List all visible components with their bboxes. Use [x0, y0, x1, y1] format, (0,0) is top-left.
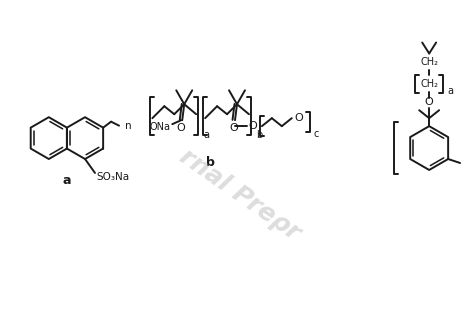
Text: c: c	[314, 129, 319, 139]
Text: rnal Preρr: rnal Preρr	[175, 144, 305, 245]
Text: O: O	[248, 121, 257, 131]
Text: ONa: ONa	[150, 122, 171, 132]
Text: a: a	[447, 86, 453, 96]
Text: b: b	[256, 130, 262, 140]
Text: CH₂: CH₂	[420, 57, 438, 67]
Text: O: O	[294, 113, 303, 123]
Text: O: O	[177, 123, 186, 133]
Text: SO₃Na: SO₃Na	[96, 172, 129, 182]
Text: O: O	[425, 97, 434, 107]
Text: n: n	[125, 121, 132, 131]
Text: O: O	[229, 123, 238, 133]
Text: a: a	[63, 175, 71, 187]
Text: CH₂: CH₂	[420, 79, 438, 89]
Text: b: b	[206, 156, 215, 169]
Text: a: a	[203, 130, 209, 140]
